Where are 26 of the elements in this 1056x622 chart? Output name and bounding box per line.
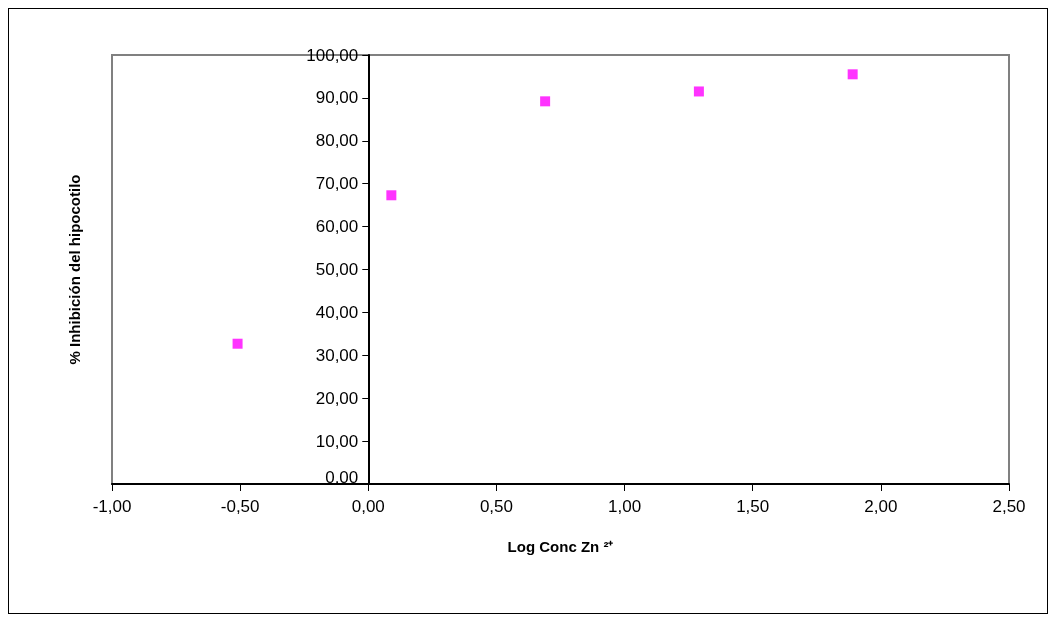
x-tick-label: 0,50 [479, 497, 513, 516]
y-tick-label: 40,00 [315, 302, 359, 322]
y-axis-title: % Inhibición del hipocotilo [66, 174, 83, 365]
y-tick-label: 20,00 [315, 388, 359, 408]
y-tick-label: 60,00 [315, 217, 359, 237]
x-tick-label: 1,50 [736, 497, 770, 516]
point [540, 96, 551, 107]
y-tick-label: 100,00 [306, 45, 359, 65]
point [847, 69, 858, 80]
y-tick-label: 80,00 [315, 131, 359, 151]
x-tick-label: 2,50 [992, 497, 1026, 516]
x-tick-label: 2,00 [864, 497, 898, 516]
point [693, 86, 704, 97]
x-tick-label: -1,00 [92, 497, 132, 516]
point [232, 338, 243, 349]
y-tick-label: 50,00 [315, 260, 359, 279]
y-tick-label: 10,00 [315, 431, 359, 451]
y-tick-label: 90,00 [315, 88, 359, 108]
x-tick-label: 0,00 [351, 497, 385, 516]
x-tick-label: -0,50 [220, 497, 260, 516]
point [386, 190, 397, 201]
y-tick-label: 70,00 [315, 174, 359, 194]
y-tick-label: 0,00 [325, 467, 359, 487]
x-tick-label: 1,00 [608, 497, 642, 516]
x-axis-title: Log Conc Zn ²⁺ [507, 538, 614, 555]
y-tick-label: 30,00 [315, 345, 359, 365]
